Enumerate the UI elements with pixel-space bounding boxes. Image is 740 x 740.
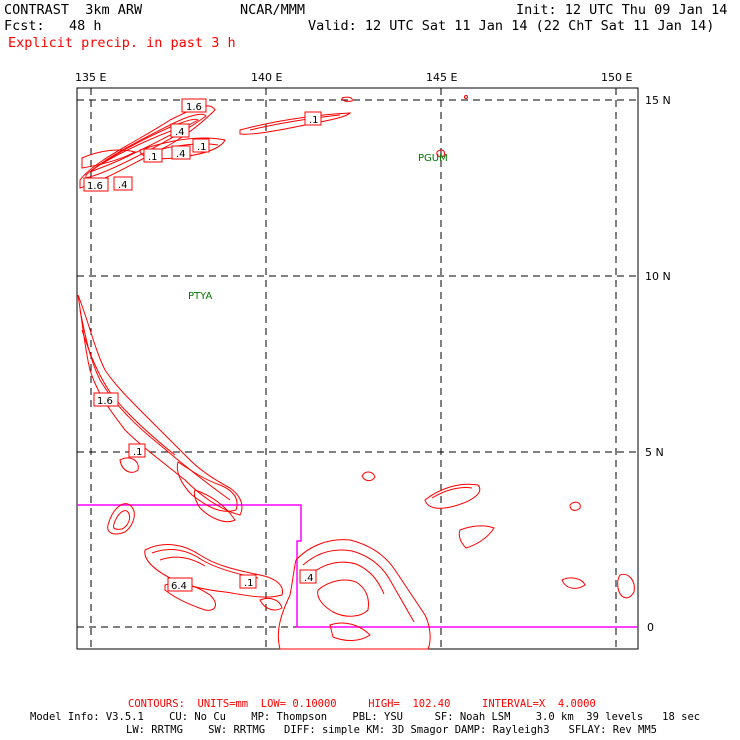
contour-label: .1 [309, 115, 319, 126]
contour-label: .4 [304, 573, 314, 584]
contour-label: .4 [118, 180, 128, 191]
station-pgum: PGUM [418, 153, 448, 164]
lat-label-5: 5 N [645, 446, 664, 459]
contour-label: 6.4 [171, 581, 187, 592]
model-info-physics: LW: RRTMG SW: RRTMG DIFF: simple KM: 3D … [126, 724, 658, 736]
lon-label-135: 135 E [75, 71, 106, 84]
contour-label: .1 [148, 152, 158, 163]
contour-label: 1.6 [87, 181, 103, 192]
contour-label: 1.6 [97, 396, 113, 407]
contour-label: .4 [175, 127, 185, 138]
model-info: Model Info: V3.5.1 CU: No Cu MP: Thompso… [30, 711, 701, 723]
nest-domain-outline [77, 504, 638, 628]
contour-label: .1 [244, 578, 254, 589]
forecast-hour: Fcst: 48 h [4, 18, 102, 34]
contour-info: CONTOURS: UNITS=mm LOW= 0.10000 HIGH= 10… [128, 698, 596, 710]
station-ptya: PTYA [188, 291, 212, 302]
contour-label: 1.6 [186, 102, 202, 113]
contour-label: .4 [176, 149, 186, 160]
valid-time: Valid: 12 UTC Sat 11 Jan 14 (22 ChT Sat … [308, 18, 715, 34]
contour-label: .1 [133, 447, 143, 458]
contour-label: .1 [197, 142, 207, 153]
model-title: CONTRAST 3km ARW [4, 2, 143, 18]
lon-label-145: 145 E [426, 71, 457, 84]
precip-contours [77, 95, 635, 650]
lon-label-140: 140 E [251, 71, 282, 84]
init-time: Init: 12 UTC Thu 09 Jan 14 [516, 2, 728, 18]
organization: NCAR/MMM [240, 2, 306, 18]
lat-label-15: 15 N [645, 94, 671, 107]
lat-label-10: 10 N [645, 270, 671, 283]
field-title: Explicit precip. in past 3 h [8, 35, 236, 51]
lon-label-150: 150 E [601, 71, 632, 84]
lat-label-0: 0 [647, 621, 654, 634]
